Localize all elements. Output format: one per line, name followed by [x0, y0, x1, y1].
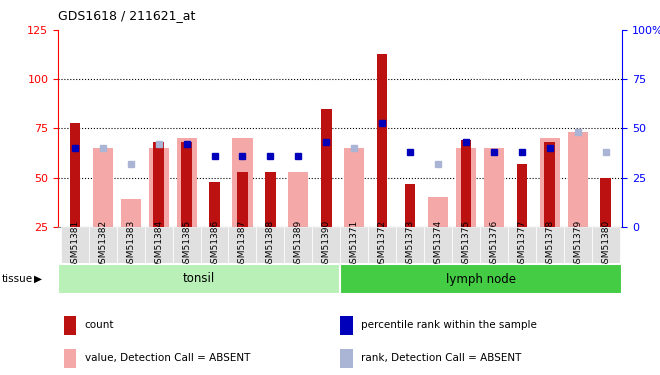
Text: GSM51388: GSM51388: [266, 220, 275, 269]
Bar: [341, 264, 622, 294]
Text: GSM51375: GSM51375: [461, 220, 471, 269]
Bar: [564, 227, 591, 262]
Bar: [58, 264, 341, 294]
Text: GSM51378: GSM51378: [545, 220, 554, 269]
Bar: [237, 172, 248, 227]
Bar: [64, 316, 76, 335]
Text: GDS1618 / 211621_at: GDS1618 / 211621_at: [58, 9, 195, 22]
Bar: [265, 172, 276, 227]
Bar: [69, 123, 80, 227]
Bar: [232, 138, 253, 227]
Bar: [536, 227, 564, 262]
Text: GSM51386: GSM51386: [210, 220, 219, 269]
Bar: [452, 227, 480, 262]
Bar: [228, 227, 257, 262]
Bar: [148, 148, 169, 227]
Bar: [484, 148, 504, 227]
Text: GSM51389: GSM51389: [294, 220, 303, 269]
Bar: [405, 184, 415, 227]
Text: GSM51390: GSM51390: [322, 220, 331, 269]
Text: GSM51371: GSM51371: [350, 220, 358, 269]
Text: tonsil: tonsil: [183, 273, 215, 285]
Bar: [176, 138, 197, 227]
Bar: [257, 227, 284, 262]
Bar: [173, 227, 201, 262]
Bar: [368, 227, 396, 262]
Bar: [284, 227, 312, 262]
Bar: [121, 200, 141, 227]
Bar: [341, 316, 352, 335]
Bar: [209, 182, 220, 227]
Text: GSM51384: GSM51384: [154, 220, 163, 269]
Text: GSM51376: GSM51376: [489, 220, 498, 269]
Text: GSM51380: GSM51380: [601, 220, 610, 269]
Bar: [321, 109, 331, 227]
Bar: [201, 227, 228, 262]
Bar: [517, 164, 527, 227]
Text: value, Detection Call = ABSENT: value, Detection Call = ABSENT: [84, 354, 250, 363]
Bar: [341, 349, 352, 368]
Text: GSM51373: GSM51373: [405, 220, 414, 269]
Bar: [428, 197, 448, 227]
Bar: [456, 148, 476, 227]
Bar: [480, 227, 508, 262]
Bar: [341, 227, 368, 262]
Bar: [153, 142, 164, 227]
Text: percentile rank within the sample: percentile rank within the sample: [361, 320, 537, 330]
Text: GSM51377: GSM51377: [517, 220, 526, 269]
Text: GSM51372: GSM51372: [378, 220, 387, 269]
Text: tissue: tissue: [1, 274, 32, 284]
Text: GSM51385: GSM51385: [182, 220, 191, 269]
Bar: [424, 227, 452, 262]
Bar: [61, 227, 89, 262]
Bar: [288, 172, 308, 227]
Bar: [312, 227, 341, 262]
Text: GSM51387: GSM51387: [238, 220, 247, 269]
Text: ▶: ▶: [34, 274, 42, 284]
Text: GSM51381: GSM51381: [71, 220, 79, 269]
Bar: [508, 227, 536, 262]
Bar: [568, 132, 588, 227]
Text: GSM51382: GSM51382: [98, 220, 108, 269]
Text: GSM51383: GSM51383: [126, 220, 135, 269]
Text: GSM51374: GSM51374: [434, 220, 442, 269]
Bar: [92, 148, 113, 227]
Text: lymph node: lymph node: [446, 273, 516, 285]
Bar: [591, 227, 620, 262]
Bar: [145, 227, 173, 262]
Bar: [601, 178, 611, 227]
Bar: [117, 227, 145, 262]
Bar: [377, 54, 387, 227]
Text: count: count: [84, 320, 114, 330]
Bar: [544, 142, 555, 227]
Bar: [64, 349, 76, 368]
Bar: [461, 140, 471, 227]
Text: GSM51379: GSM51379: [573, 220, 582, 269]
Bar: [182, 142, 192, 227]
Bar: [540, 138, 560, 227]
Bar: [344, 148, 364, 227]
Bar: [396, 227, 424, 262]
Bar: [89, 227, 117, 262]
Text: rank, Detection Call = ABSENT: rank, Detection Call = ABSENT: [361, 354, 521, 363]
